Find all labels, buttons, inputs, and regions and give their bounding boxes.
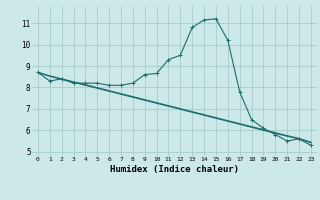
X-axis label: Humidex (Indice chaleur): Humidex (Indice chaleur) [110,165,239,174]
